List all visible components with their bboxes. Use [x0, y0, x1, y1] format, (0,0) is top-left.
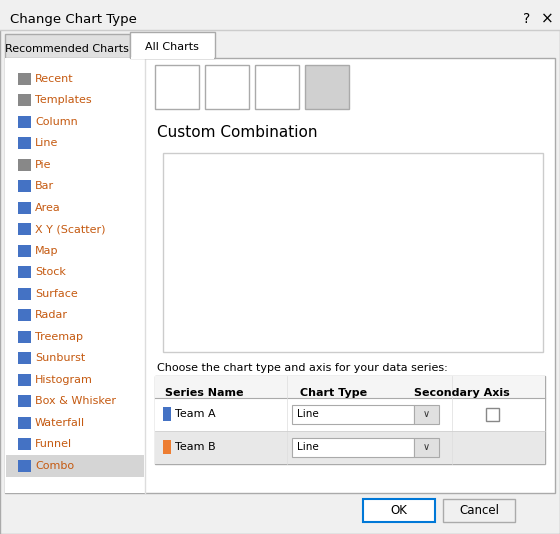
Text: Funnel: Funnel — [35, 439, 72, 449]
Text: Histogram: Histogram — [35, 375, 93, 385]
Text: Team A: Team A — [175, 409, 216, 419]
Text: ×: × — [540, 12, 553, 27]
Legend: Team A, Team B: Team A, Team B — [293, 357, 416, 373]
Text: Treemap: Treemap — [35, 332, 83, 342]
Text: Cancel: Cancel — [459, 504, 499, 516]
Text: Stock: Stock — [35, 267, 66, 277]
Text: Radar: Radar — [35, 310, 68, 320]
Text: Custom Combination: Custom Combination — [157, 125, 318, 140]
Text: Secondary Axis: Secondary Axis — [414, 388, 510, 398]
Text: Team B: Team B — [175, 442, 216, 452]
Text: Recent: Recent — [35, 74, 73, 84]
Text: Map: Map — [35, 246, 58, 256]
Text: Box & Whisker: Box & Whisker — [35, 396, 116, 406]
Text: Choose the chart type and axis for your data series:: Choose the chart type and axis for your … — [157, 363, 448, 373]
Text: Templates: Templates — [35, 95, 92, 105]
Text: Surface: Surface — [35, 289, 78, 299]
Text: Waterfall: Waterfall — [35, 418, 85, 428]
Text: ∨: ∨ — [422, 442, 430, 452]
Text: Series Name: Series Name — [165, 388, 244, 398]
Text: Line: Line — [297, 409, 319, 419]
Text: Line: Line — [35, 138, 58, 148]
Text: ?: ? — [524, 12, 531, 26]
Text: All Charts: All Charts — [145, 42, 199, 52]
Text: Combo: Combo — [35, 461, 74, 471]
Text: Bar: Bar — [35, 181, 54, 191]
Text: Area: Area — [35, 203, 60, 213]
Title: Chart Title: Chart Title — [326, 164, 381, 175]
Text: Sunburst: Sunburst — [35, 354, 85, 363]
Text: Column: Column — [35, 117, 78, 127]
Text: ∨: ∨ — [422, 409, 430, 419]
Text: ✓: ✓ — [488, 443, 497, 452]
Text: OK: OK — [390, 504, 408, 516]
Text: Recommended Charts: Recommended Charts — [5, 44, 129, 54]
Text: Pie: Pie — [35, 160, 52, 170]
Text: Change Chart Type: Change Chart Type — [10, 13, 137, 27]
Text: X Y (Scatter): X Y (Scatter) — [35, 224, 105, 234]
Text: Chart Type: Chart Type — [300, 388, 367, 398]
Text: Line: Line — [297, 442, 319, 452]
